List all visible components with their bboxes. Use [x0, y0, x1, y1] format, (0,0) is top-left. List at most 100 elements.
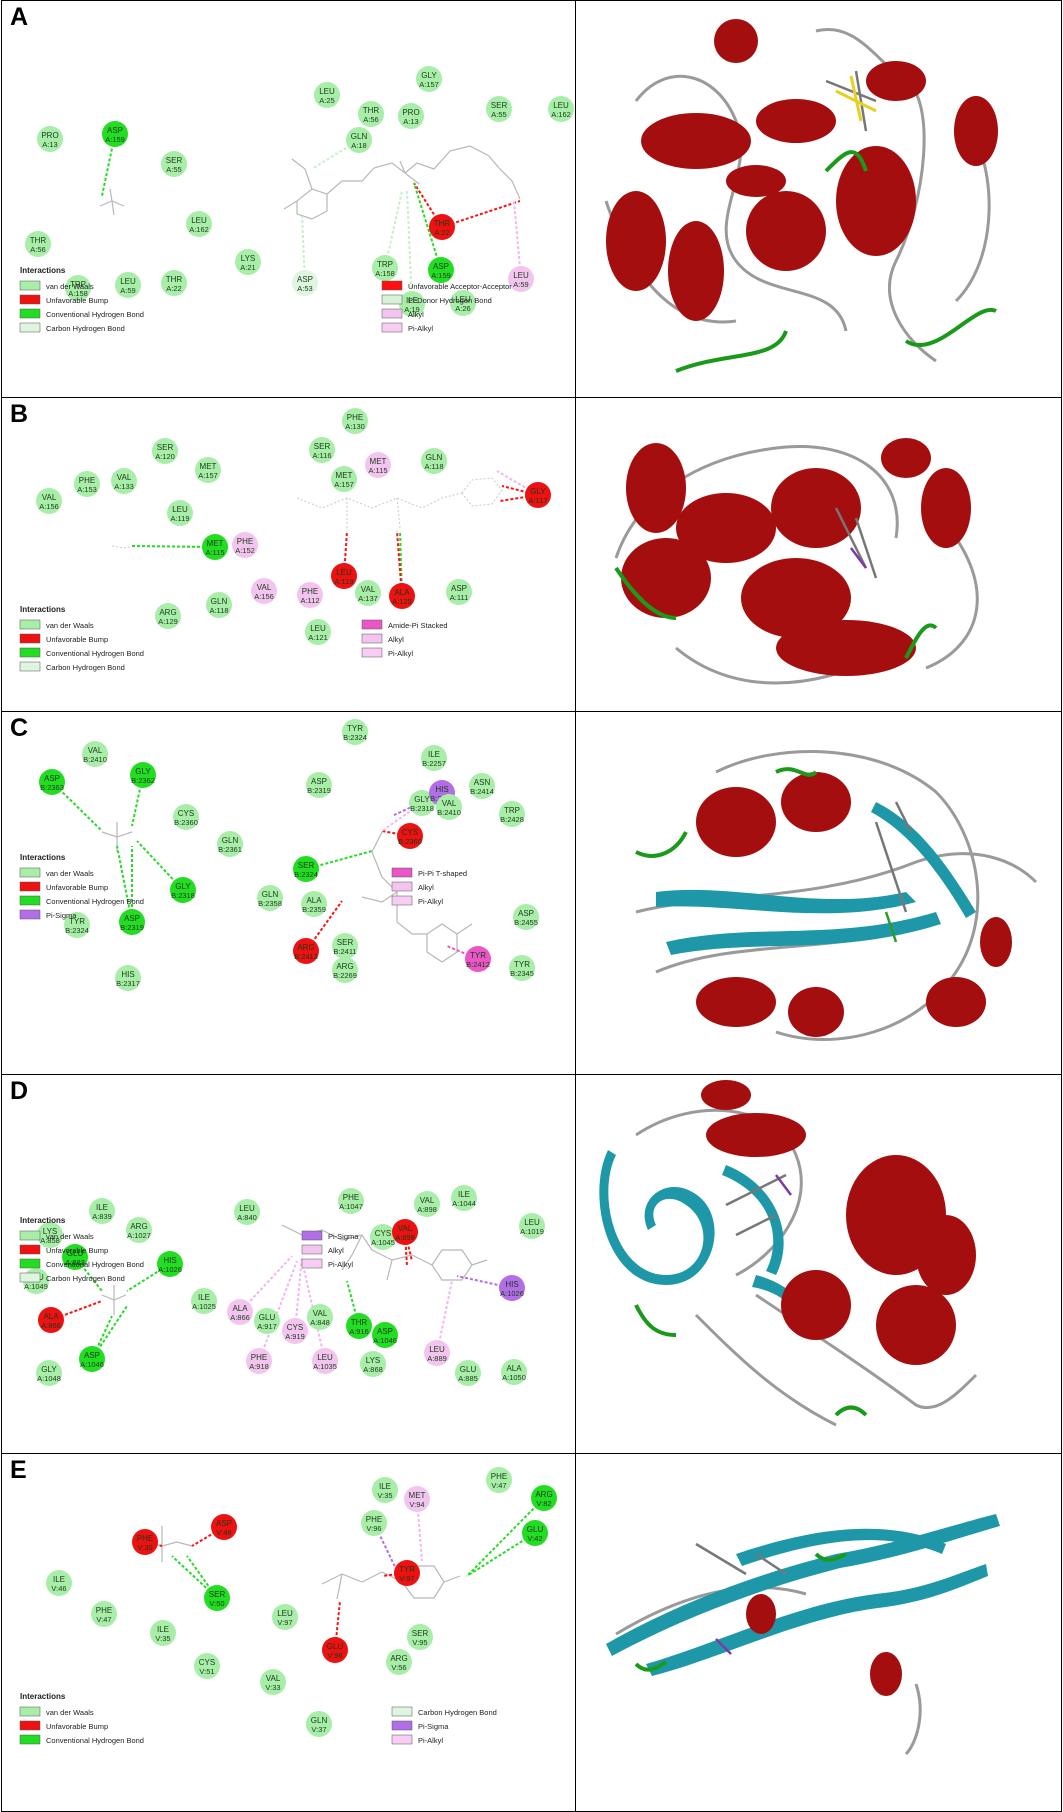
- residue-id: V:48: [216, 1528, 231, 1537]
- legend-label: van der Waals: [46, 1708, 94, 1717]
- ligand-structure-c: [101, 822, 473, 963]
- residue-id: A:159: [431, 271, 451, 280]
- residue-name: TRP: [70, 280, 86, 289]
- residue-name: GLN: [351, 132, 368, 141]
- residue-id: A:137: [358, 594, 378, 603]
- legend-item-alkyl: Alkyl: [361, 633, 404, 644]
- residue-name: GLU: [460, 1365, 477, 1374]
- residue-name: ALA: [506, 1364, 522, 1373]
- residue-id: A:157: [419, 80, 439, 89]
- residue-name: TRP: [377, 260, 393, 269]
- residue-id: A:885: [458, 1374, 478, 1383]
- residue-name: PHE: [347, 413, 363, 422]
- residue-name: ASP: [107, 126, 123, 135]
- legend-label: Unfavorable Bump: [46, 1246, 108, 1255]
- residue-id: A:115: [368, 466, 387, 475]
- residue-id: V:42: [527, 1534, 542, 1543]
- residue-layer-e: PHEV:30ASPV:48SERV:50ILEV:46PHEV:47ILEV:…: [46, 1467, 557, 1737]
- residue-id: A:59: [120, 286, 135, 295]
- residue-name: SER: [412, 1629, 429, 1638]
- legend-item-conventional-hbond: Conventional Hydrogen Bond: [19, 308, 144, 319]
- residue-name: SER: [314, 442, 331, 451]
- legend-label: Conventional Hydrogen Bond: [46, 897, 144, 906]
- residue-name: ARG: [390, 1654, 407, 1663]
- legend-title: Interactions: [20, 1216, 66, 1225]
- residue-name: TRP: [504, 806, 520, 815]
- residue-id: A:19: [404, 305, 419, 314]
- legend-item-pi-alkyl: Pi-Alkyl: [391, 1734, 443, 1745]
- residue-id: A:1044: [452, 1199, 476, 1208]
- legend-label: Conventional Hydrogen Bond: [46, 1736, 144, 1745]
- legend-item-carbon-hbond: Carbon Hydrogen Bond: [19, 1272, 125, 1283]
- panel-b-svg: VALA:156PHEA:153VALA:133SERA:120META:157…: [19, 408, 551, 672]
- residue-id: A:55: [166, 165, 181, 174]
- residue-id: A:125: [392, 597, 412, 606]
- residue-name: VAL: [257, 583, 272, 592]
- residue-name: GLN: [211, 597, 228, 606]
- residue-name: VAL: [398, 1224, 413, 1233]
- panel-e-3d-structure: [575, 1453, 1062, 1812]
- residue-name: TYR: [514, 960, 530, 969]
- panel-row-d: D: [0, 1074, 1063, 1454]
- residue-name: CYS: [375, 1229, 391, 1238]
- residue-id: A:848: [310, 1318, 330, 1327]
- legend-title: Interactions: [20, 1692, 66, 1701]
- residue-name: ASP: [216, 1519, 232, 1528]
- legend-label: Unfavorable Bump: [46, 1722, 108, 1731]
- legend-label: Alkyl: [408, 310, 424, 319]
- legend-item-unfavorable-bump: Unfavorable Bump: [19, 881, 108, 892]
- panel-b-3d-structure: [575, 397, 1062, 712]
- residue-id: A:1046: [80, 1360, 104, 1369]
- residue-name: VAL: [266, 1674, 281, 1683]
- legend-item-van-der-waals: van der Waals: [19, 1706, 94, 1717]
- residue-name: CYS: [199, 1658, 215, 1667]
- panel-label-b: B: [10, 400, 29, 428]
- residue-name: LEU: [513, 271, 529, 280]
- residue-id: V:35: [377, 1491, 392, 1500]
- residue-name: MET: [207, 539, 224, 548]
- residue-id: A:1049: [24, 1282, 48, 1291]
- residue-name: PRO: [41, 131, 58, 140]
- residue-id: V:82: [536, 1499, 551, 1508]
- residue-name: PHE: [79, 476, 95, 485]
- residue-name: LEU: [172, 505, 188, 514]
- legend-title: Interactions: [20, 605, 66, 614]
- residue-id: A:1026: [158, 1265, 182, 1274]
- legend-label: van der Waals: [46, 282, 94, 291]
- residue-name: LEU: [429, 1345, 445, 1354]
- residue-id: A:119: [170, 514, 189, 523]
- residue-name: ILE: [458, 1190, 470, 1199]
- residue-name: GLN: [262, 890, 279, 899]
- residue-id: V:33: [265, 1683, 280, 1692]
- legend-item-conventional-hbond: Conventional Hydrogen Bond: [19, 1258, 144, 1269]
- residue-id: A:1035: [313, 1362, 337, 1371]
- residue-id: A:21: [240, 263, 255, 272]
- residue-name: ASP: [84, 1351, 100, 1360]
